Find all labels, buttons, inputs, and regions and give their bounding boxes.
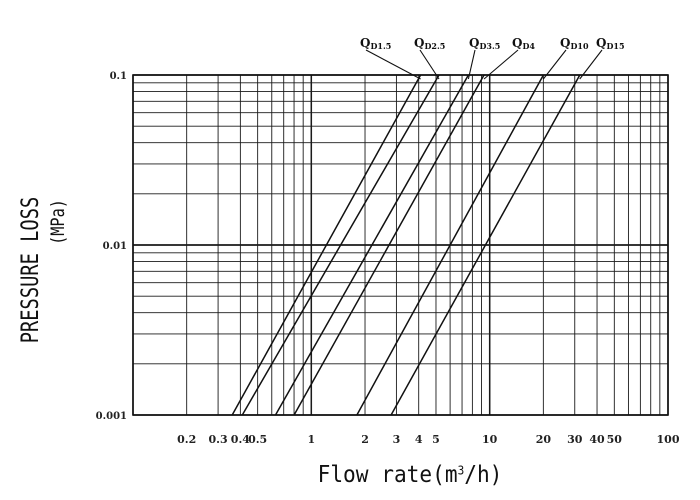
- series-line-d10: [356, 74, 545, 416]
- y-tick-label: 0.1: [110, 71, 127, 82]
- series-leader-line: [542, 49, 567, 80]
- series-label-main: Q: [560, 36, 570, 50]
- x-tick-label: 40: [589, 433, 605, 446]
- series-label-sub: D1.5: [370, 41, 391, 51]
- y-axis-title-line2: (MPa): [47, 199, 69, 245]
- series-leader-line: [579, 49, 603, 80]
- series-label-main: Q: [469, 36, 479, 50]
- x-axis-title-tail: /h): [464, 461, 502, 488]
- series-label-sub: D15: [606, 41, 624, 51]
- series-label: QD15: [596, 36, 625, 51]
- series-line-d15: [390, 74, 581, 416]
- x-tick-label: 1: [308, 433, 316, 446]
- tick-labels: 0.2 0.3 0.40.5 1 2 3 4 5 10 20 30 40 50 100 0.1 0.01 0.0…: [96, 71, 680, 446]
- series-label-sub: D10: [570, 41, 589, 51]
- x-axis-title-sup: 3: [458, 463, 465, 478]
- y-tick-label: 0.01: [103, 241, 127, 252]
- x-tick-label: 100: [657, 433, 680, 446]
- x-axis-title: Flow rate(m3/h): [318, 461, 503, 488]
- series-leader-line: [483, 49, 519, 80]
- series-leader-line: [365, 49, 421, 80]
- x-tick-label: 2: [361, 433, 369, 446]
- series-leader-lines: [365, 49, 603, 80]
- y-tick-label: 0.001: [96, 411, 127, 422]
- x-tick-label: 10: [482, 433, 498, 446]
- series-label-main: Q: [512, 36, 522, 50]
- x-tick-label: 0.5: [248, 433, 267, 446]
- series-label-main: Q: [414, 36, 424, 50]
- x-tick-label: 4: [415, 433, 423, 446]
- series-label-main: Q: [596, 36, 606, 50]
- series-line-d3-5: [274, 74, 470, 416]
- series-label: QD1.5: [360, 36, 391, 51]
- series-leader-line: [419, 49, 440, 80]
- x-tick-label: 5: [432, 433, 440, 446]
- series-label: QD3.5: [469, 36, 500, 51]
- series-leader-line: [467, 49, 476, 80]
- y-axis-title-line1: PRESSURE LOSS: [17, 197, 45, 343]
- x-tick-label: 0.2: [177, 433, 196, 446]
- series-line-d1-5: [231, 74, 422, 416]
- x-tick-label: 50: [607, 433, 623, 446]
- series-label: QD2.5: [414, 36, 445, 51]
- plot-frame: [132, 74, 669, 416]
- series-line-d2-5: [241, 74, 440, 416]
- x-tick-label: 20: [536, 433, 552, 446]
- series-label: QD10: [560, 36, 589, 51]
- series-line-d4: [293, 74, 485, 416]
- series-label-sub: D4: [522, 41, 535, 51]
- x-tick-label: 0.3: [209, 433, 228, 446]
- series-labels: QD1.5 QD2.5 QD3.5 QD4 QD10 QD15: [360, 36, 625, 51]
- series-lines: [231, 74, 581, 416]
- series-label-main: Q: [360, 36, 370, 50]
- series-label-sub: D3.5: [479, 41, 500, 51]
- x-tick-label: 30: [567, 433, 583, 446]
- series-label: QD4: [512, 36, 535, 51]
- grid: [132, 74, 669, 416]
- x-tick-label: 0.4: [231, 433, 250, 446]
- x-axis-title-main: Flow rate(m: [318, 461, 458, 488]
- x-tick-label: 3: [393, 433, 401, 446]
- series-label-sub: D2.5: [424, 41, 445, 51]
